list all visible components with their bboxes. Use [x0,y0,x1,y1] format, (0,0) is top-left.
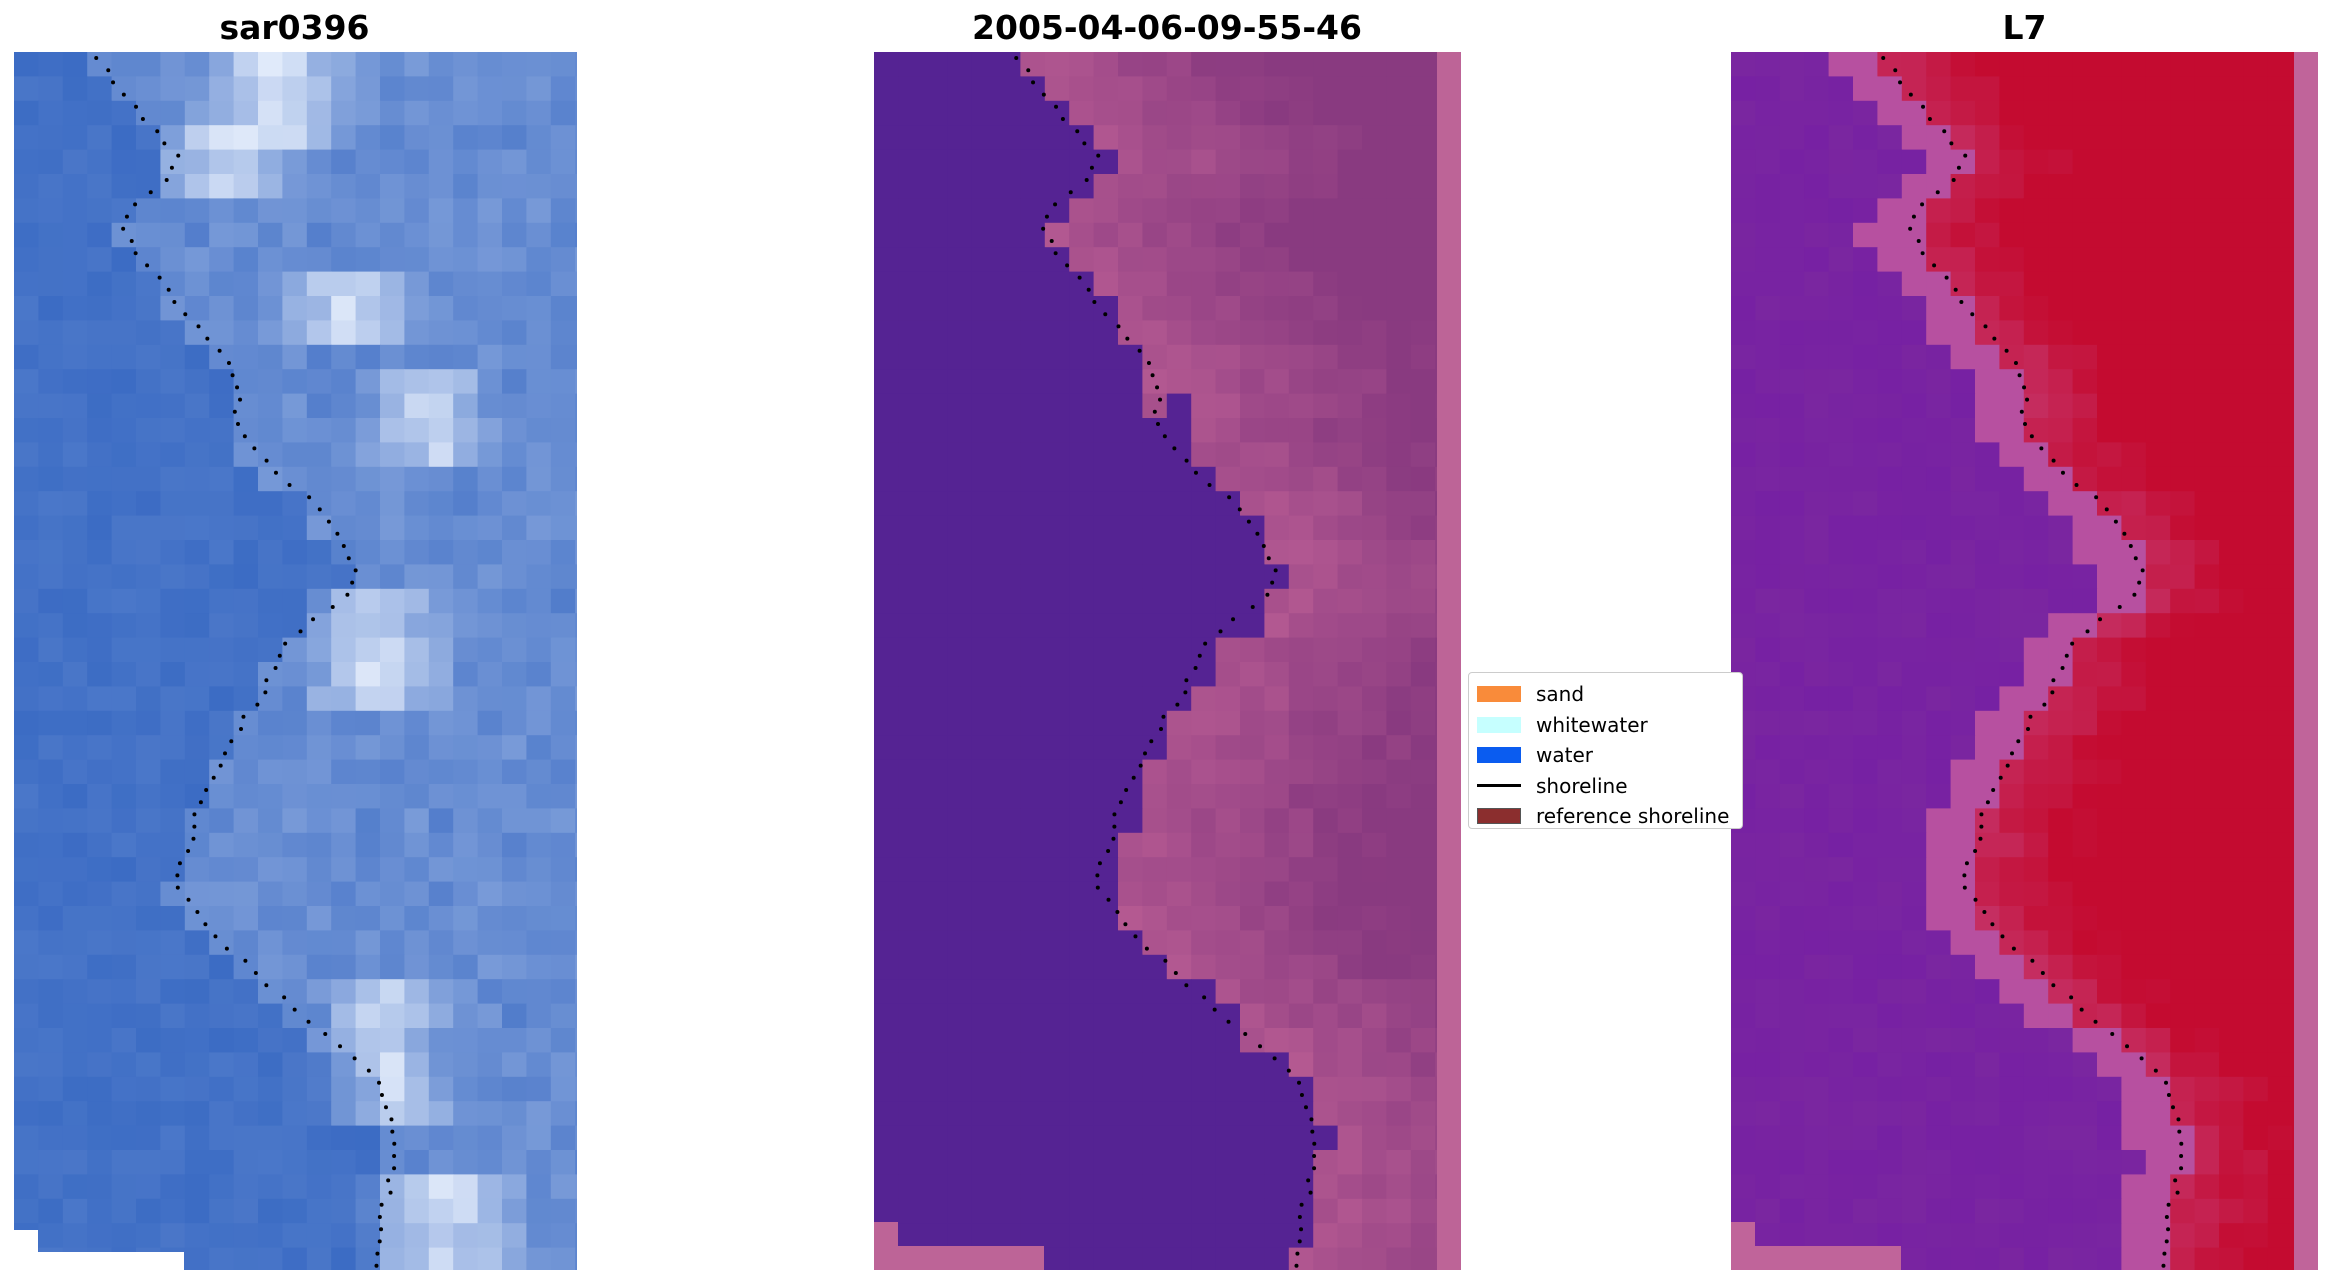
legend-swatch-whitewater [1477,716,1521,733]
legend-line-shoreline [1477,784,1521,788]
legend-swatch-reference-shoreline [1477,808,1521,825]
legend-label-reference-shoreline: reference shoreline [1536,804,1730,829]
legend-swatch-sand [1477,686,1521,703]
shoreline-points [94,56,397,1268]
legend-item-whitewater: whitewater [1477,710,1742,741]
index-image [1731,52,2318,1270]
classified-image-panel [874,52,1461,1270]
legend-label-shoreline: shoreline [1536,773,1628,798]
legend: sand whitewater water shoreline referenc… [1468,672,1743,829]
rgb-image-panel [14,52,577,1270]
panel-title-classified: 2005-04-06-09-55-46 [972,8,1362,47]
shoreline-points [1014,56,1317,1268]
legend-label-water: water [1536,743,1593,768]
legend-label-whitewater: whitewater [1536,712,1648,737]
legend-item-water: water [1477,740,1742,771]
legend-item-sand: sand [1477,679,1742,710]
classified-image [874,52,1461,1270]
legend-item-shoreline: shoreline [1477,771,1742,802]
rgb-image [14,52,577,1270]
index-image-panel [1731,52,2318,1270]
legend-item-reference-shoreline: reference shoreline [1477,801,1742,832]
legend-label-sand: sand [1536,682,1585,707]
shoreline-points [1881,56,2184,1268]
panel-title-rgb: sar0396 [219,8,370,47]
legend-swatch-water [1477,747,1521,764]
panel-title-index: L7 [2002,8,2047,47]
